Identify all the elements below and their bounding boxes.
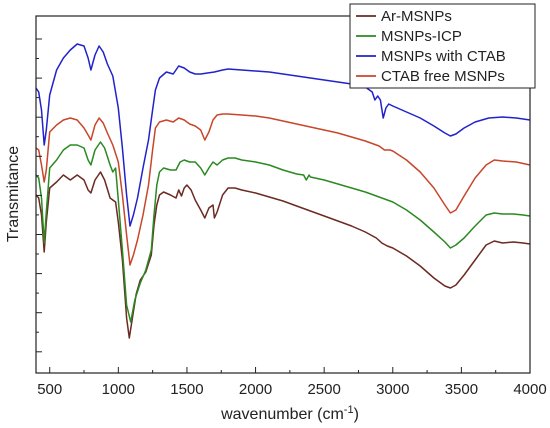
legend-label-4: CTAB free MSNPs (381, 68, 505, 85)
x-tick-label: 1500 (170, 381, 203, 398)
legend-box (349, 3, 536, 89)
x-tick-label: 3500 (445, 381, 478, 398)
x-tick-label: 3000 (376, 381, 409, 398)
x-tick-label: 500 (37, 381, 62, 398)
series-line-1 (35, 171, 531, 339)
x-tick-label: 2500 (307, 381, 340, 398)
x-tick-label: 1000 (102, 381, 135, 398)
series-lines (35, 43, 531, 339)
x-tick-label: 4000 (513, 381, 546, 398)
series-line-4 (35, 113, 531, 266)
axis-ticks (36, 38, 531, 373)
y-axis-title: Transmitance (5, 146, 22, 242)
legend-label-1: Ar-MSNPs (381, 8, 452, 25)
series-line-2 (35, 141, 531, 323)
x-tick-labels: 500 1000 1500 2000 2500 3000 3500 4000 (37, 381, 546, 398)
x-tick-label: 2000 (239, 381, 272, 398)
series-line-3 (35, 43, 531, 227)
plot-frame (35, 15, 531, 374)
legend-label-3: MSNPs with CTAB (381, 48, 506, 65)
x-axis-title: wavenumber (cm-1) (220, 404, 359, 423)
legend: Ar-MSNPs MSNPs-ICP MSNPs with CTAB CTAB fre… (349, 3, 536, 89)
legend-label-2: MSNPs-ICP (381, 28, 462, 45)
